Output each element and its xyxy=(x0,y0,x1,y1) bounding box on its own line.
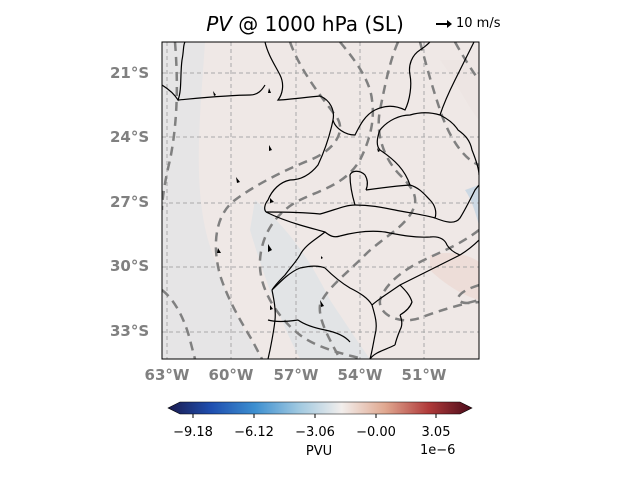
contour-lines xyxy=(162,42,479,359)
title-rest: @ 1000 hPa (SL) xyxy=(231,12,404,36)
graticule xyxy=(162,42,479,359)
map-title: PV @ 1000 hPa (SL) xyxy=(160,12,450,36)
lat-label-33s: 33°S xyxy=(110,322,150,340)
title-pv: PV xyxy=(206,12,232,36)
lat-label-21s: 21°S xyxy=(110,64,150,82)
lat-label-24s: 24°S xyxy=(110,128,150,146)
colorbar-tick-label: −0.00 xyxy=(356,425,396,440)
lon-label-63w: 63°W xyxy=(144,366,190,384)
lon-label-54w: 54°W xyxy=(337,366,383,384)
colorbar-tick-label: −3.06 xyxy=(295,425,335,440)
lon-label-60w: 60°W xyxy=(208,366,254,384)
quiver-arrow-icon xyxy=(436,19,452,28)
colorbar-bar xyxy=(167,401,473,415)
pv-shading xyxy=(162,42,479,359)
wind-vectors xyxy=(213,88,380,310)
colorbar-tick-label: 3.05 xyxy=(421,425,451,440)
lon-label-51w: 51°W xyxy=(401,366,447,384)
colorbar-tick-label: −9.18 xyxy=(173,425,213,440)
quiver-key: 10 m/s xyxy=(436,16,501,31)
colorbar-tick-label: −6.12 xyxy=(234,425,274,440)
colorbar-label: PVU xyxy=(305,444,333,459)
quiver-key-label: 10 m/s xyxy=(456,16,501,31)
lon-label-57w: 57°W xyxy=(273,366,319,384)
coastlines-borders xyxy=(162,42,479,359)
colorbar-ticks xyxy=(192,414,437,418)
colorbar-exponent: 1e−6 xyxy=(420,443,456,458)
lat-label-27s: 27°S xyxy=(110,193,150,211)
map-frame xyxy=(161,41,480,360)
lat-label-30s: 30°S xyxy=(110,257,150,275)
